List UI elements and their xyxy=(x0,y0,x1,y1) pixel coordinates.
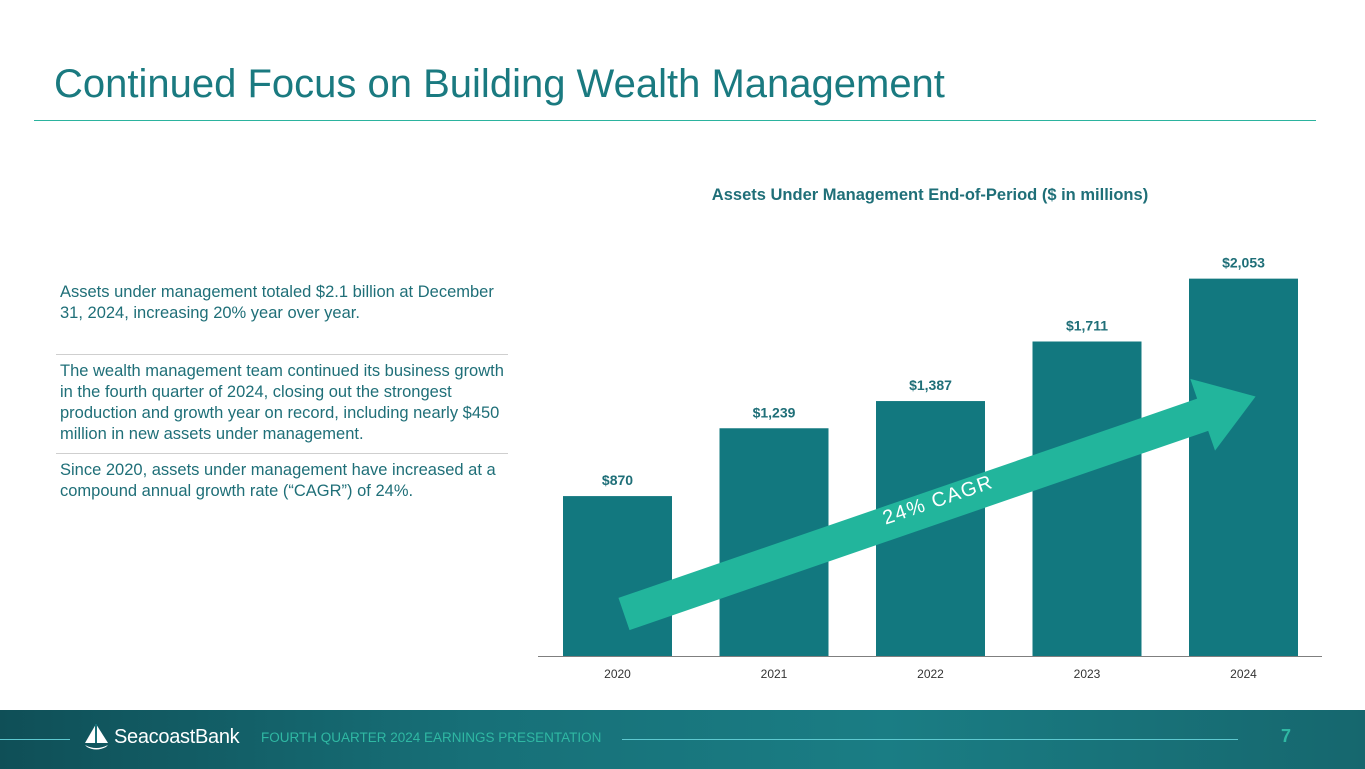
bar-2024 xyxy=(1189,278,1298,656)
page-number: 7 xyxy=(1281,726,1292,746)
chart-title: Assets Under Management End-of-Period ($… xyxy=(711,186,1149,204)
title-divider xyxy=(34,120,1316,121)
value-label-2021: $1,239 xyxy=(753,404,796,420)
value-labels-group: $870 $1,239 $1,387 $1,711 $2,053 xyxy=(602,255,1265,488)
cagr-arrow-shape xyxy=(618,378,1256,631)
footer-caption: FOURTH QUARTER 2024 EARNINGS PRESENTATIO… xyxy=(261,730,602,745)
slide-title: Continued Focus on Building Wealth Manag… xyxy=(54,62,945,106)
x-tick-2022: 2022 xyxy=(917,667,944,681)
footer-line-left xyxy=(0,739,70,740)
x-tick-2024: 2024 xyxy=(1230,667,1257,681)
bullet-aum-total: Assets under management totaled $2.1 bil… xyxy=(60,283,494,322)
bullet-list: Assets under management totaled $2.1 bil… xyxy=(56,276,508,510)
value-label-2023: $1,711 xyxy=(1066,318,1108,334)
value-label-2022: $1,387 xyxy=(909,377,952,393)
x-tick-2023: 2023 xyxy=(1074,667,1101,681)
footer-bar: SeacoastBank FOURTH QUARTER 2024 EARNING… xyxy=(0,710,1365,769)
value-label-2024: $2,053 xyxy=(1222,255,1265,271)
x-tick-labels-group: 2020 2021 2022 2023 2024 xyxy=(604,667,1257,681)
value-label-2020: $870 xyxy=(602,472,633,488)
x-tick-2020: 2020 xyxy=(604,667,631,681)
bar-2023 xyxy=(1032,341,1142,656)
bullet-cagr: Since 2020, assets under management have… xyxy=(56,453,508,510)
sailboat-icon xyxy=(85,724,108,750)
bar-2020 xyxy=(563,496,672,656)
x-tick-2021: 2021 xyxy=(761,667,788,681)
brand-logo: SeacoastBank xyxy=(82,723,240,751)
footer-line-right xyxy=(622,739,1238,740)
bullet-team-growth: The wealth management team continued its… xyxy=(56,354,508,453)
brand-name: SeacoastBank xyxy=(114,725,240,748)
